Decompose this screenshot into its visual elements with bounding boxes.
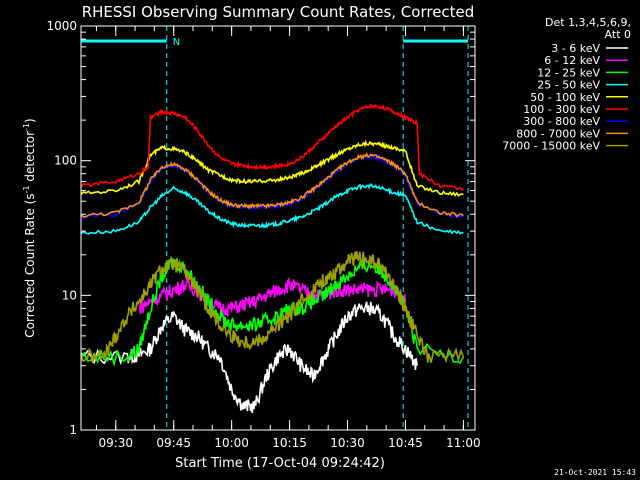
series-line-4 [80, 139, 464, 197]
y-tick-label-3: 1000 [46, 19, 77, 33]
y-axis-label-post: ) [23, 118, 37, 123]
y-axis: 1 10 100 1000 [46, 19, 475, 437]
x-tick-label-6: 11:00 [446, 436, 481, 450]
attenuator-marker: N [173, 37, 180, 48]
y-axis-label-pre: Corrected Count Rate (s [23, 193, 37, 337]
series-line-7 [80, 151, 464, 218]
series-line-0 [80, 301, 418, 414]
footer-date: 21-Oct-2021 15:43 [554, 468, 636, 477]
legend-label-7: 800 - 7000 keV [516, 127, 600, 140]
x-axis: 09:30 09:45 10:00 10:15 10:30 10:45 11:00 [95, 26, 481, 450]
x-tick-label-1: 09:45 [156, 436, 191, 450]
legend-label-6: 300 - 800 keV [523, 115, 600, 128]
x-tick-label-3: 10:15 [272, 436, 307, 450]
legend-label-5: 100 - 300 keV [523, 103, 600, 116]
y-axis-label-mid: detector [23, 131, 37, 186]
y-axis-label-sup1: -1 [22, 185, 31, 193]
y-tick-label-0: 1 [69, 423, 77, 437]
legend-label-4: 50 - 100 keV [530, 91, 600, 104]
legend-header-attenuator: Att 0 [605, 28, 631, 41]
series-line-6 [80, 151, 464, 220]
legend-label-8: 7000 - 15000 keV [502, 140, 600, 153]
legend-label-0: 3 - 6 keV [551, 42, 600, 55]
x-tick-label-2: 10:00 [214, 436, 249, 450]
y-axis-label-sup2: -1 [22, 123, 31, 131]
y-tick-label-1: 10 [62, 288, 77, 302]
y-tick-label-2: 100 [54, 154, 77, 168]
y-axis-label: Corrected Count Rate (s-1 detector-1) [22, 118, 37, 337]
x-tick-label-5: 10:45 [388, 436, 423, 450]
series-line-1 [138, 276, 407, 318]
x-tick-label-0: 09:30 [98, 436, 133, 450]
legend-label-2: 12 - 25 keV [537, 66, 600, 79]
legend-label-3: 25 - 50 keV [537, 79, 600, 92]
legend-header-detectors: Det 1,3,4,5,6,9, [545, 16, 631, 29]
plot-frame [80, 25, 476, 431]
chart-title: RHESSI Observing Summary Count Rates, Co… [82, 3, 475, 21]
x-tick-label-4: 10:30 [330, 436, 365, 450]
legend-label-1: 6 - 12 keV [544, 54, 600, 67]
plot-area: N [80, 25, 476, 431]
series-line-8 [80, 251, 465, 364]
series-line-5 [80, 103, 464, 192]
x-axis-label: Start Time (17-Oct-04 09:24:42) [175, 456, 385, 471]
series-line-3 [80, 183, 464, 235]
